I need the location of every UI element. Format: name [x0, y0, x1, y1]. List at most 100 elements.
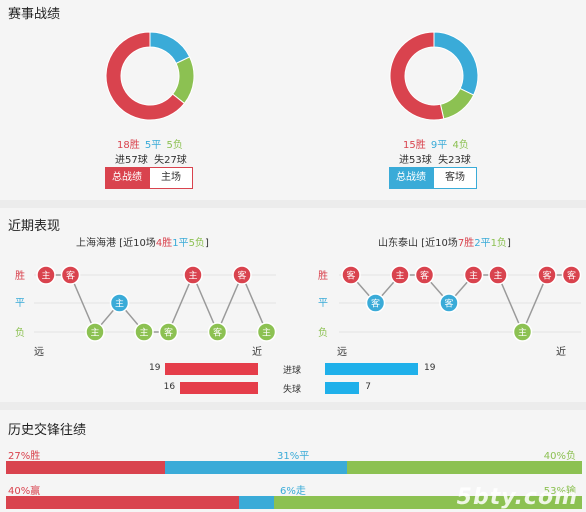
- away-form-venue-label: 客: [542, 270, 551, 282]
- home-recent-team: 上海海港: [76, 238, 116, 249]
- away-form-point: 客: [365, 293, 386, 313]
- home-form-chart: 主客主主主 客主客客主: [34, 265, 277, 342]
- history-win-text: 27%胜: [8, 451, 41, 462]
- home-record-tabs: 总战绩 主场: [105, 167, 193, 189]
- history-panel: 历史交锋往绩 27%胜 31%平 40%负 40%赢 6%走 53%输 5bty…: [0, 410, 586, 512]
- history-loss-text: 40%负: [543, 451, 576, 462]
- away-donut-win-slice: [389, 31, 445, 121]
- away-form-venue-label: 客: [567, 270, 576, 282]
- away-y-win: 胜: [318, 271, 328, 282]
- home-form-line: [46, 273, 268, 334]
- home-y-win: 胜: [15, 271, 25, 282]
- home-form-venue-label: 主: [115, 298, 124, 310]
- away-recent-header: 山东泰山 [近10场7胜2平1负]: [378, 234, 511, 249]
- history-win-bar: [6, 461, 165, 474]
- away-recent-w: 7胜: [457, 238, 475, 249]
- home-recent-l: 5负: [188, 238, 205, 249]
- away-goals-text: 进53球 失23球: [399, 155, 471, 166]
- away-form-point: 主: [512, 322, 533, 342]
- home-form-point: 客: [60, 265, 81, 285]
- home-tab-venue[interactable]: 主场: [149, 167, 193, 189]
- history-draw-bar: [164, 461, 347, 474]
- goals-for-label: 进球: [283, 366, 302, 376]
- home-form-venue-label: 主: [262, 327, 271, 339]
- home-form-point: 客: [232, 265, 252, 285]
- away-form-venue-label: 主: [469, 270, 478, 282]
- away-record-tabs: 总战绩 客场: [389, 167, 477, 189]
- handicap-loss-bar: [273, 496, 582, 509]
- record-title: 赛事战绩: [8, 7, 61, 22]
- home-draw-count: 5平: [144, 140, 162, 151]
- history-draw-text: 31%平: [277, 451, 310, 462]
- home-form-venue-label: 客: [213, 327, 222, 339]
- away-tab-venue[interactable]: 客场: [433, 167, 477, 189]
- away-form-point: 客: [341, 265, 361, 285]
- away-tab-total[interactable]: 总战绩: [389, 167, 433, 189]
- handicap-win-text: 40%赢: [8, 486, 41, 497]
- away-form-point: 客: [439, 293, 459, 313]
- away-far-label: 远: [337, 347, 347, 358]
- away-recent-post: ]: [506, 238, 511, 249]
- home-form-point: 主: [36, 265, 56, 285]
- away-form-point: 主: [390, 265, 410, 285]
- handicap-win-bar: [6, 496, 239, 509]
- home-form-point: 客: [207, 322, 228, 342]
- home-y-draw: 平: [15, 298, 25, 309]
- home-recent-post: ]: [204, 238, 209, 249]
- away-record-counts: 15胜 9平 4负: [403, 136, 469, 151]
- away-recent-team: 山东泰山: [378, 238, 418, 249]
- away-goals-against-value: 7: [365, 382, 371, 392]
- recent-title: 近期表现: [8, 219, 61, 234]
- away-form-line: [350, 274, 572, 334]
- away-y-draw: 平: [318, 298, 328, 309]
- away-goals-for-bar: [325, 363, 418, 375]
- away-recent-l: 1负: [490, 238, 507, 249]
- home-goals-for-value: 19: [149, 363, 161, 373]
- home-near-label: 近: [252, 347, 262, 358]
- away-form-venue-label: 客: [346, 270, 355, 282]
- away-goals-against-bar: [325, 382, 360, 394]
- home-win-count: 18胜: [117, 140, 140, 151]
- away-recent-d: 2平: [474, 238, 491, 249]
- home-form-point: 主: [109, 293, 130, 313]
- away-form-point: 主: [488, 265, 508, 285]
- home-goals-against-value: 16: [163, 382, 176, 392]
- home-form-point: 主: [256, 322, 277, 342]
- home-tab-total[interactable]: 总战绩: [105, 167, 149, 189]
- watermark-logo: 5bty.com: [456, 485, 578, 510]
- home-form-point: 客: [158, 322, 179, 342]
- home-form-venue-label: 主: [41, 270, 50, 282]
- home-form-point: 主: [183, 265, 203, 285]
- home-goals-text: 进57球 失27球: [115, 155, 187, 166]
- home-record-donut: [105, 31, 195, 121]
- away-form-point: 主: [463, 265, 484, 285]
- away-form-point: 客: [561, 265, 582, 285]
- home-record-counts: 18胜 5平 5负: [117, 136, 183, 151]
- home-far-label: 远: [34, 347, 44, 358]
- away-near-label: 近: [556, 347, 566, 358]
- home-goals-against-bar: [179, 382, 258, 394]
- home-donut-draw-slice: [149, 31, 191, 65]
- history-loss-bar: [346, 461, 582, 474]
- handicap-draw-text: 6%走: [280, 486, 306, 497]
- home-form-venue-label: 主: [90, 327, 99, 339]
- away-form-venue-label: 主: [395, 270, 404, 282]
- home-form-venue-label: 主: [188, 270, 197, 282]
- away-form-point: 客: [537, 265, 557, 285]
- away-win-count: 15胜: [403, 140, 426, 151]
- home-recent-pre: [近10场: [116, 238, 156, 249]
- handicap-draw-bar: [238, 496, 274, 509]
- away-form-venue-label: 客: [444, 298, 453, 310]
- away-donut-loss-slice: [439, 87, 475, 120]
- recent-panel: 近期表现 上海海港 [近10场4胜1平5负] 山东泰山 [近10场7胜2平1负]…: [0, 208, 586, 402]
- record-panel: 赛事战绩 18胜 5平 5负 进57球 失27球 总战绩 主场 15胜 9平 4…: [0, 0, 586, 200]
- handicap-loss-text: 53%输: [543, 486, 576, 497]
- home-recent-w: 4胜: [155, 238, 173, 249]
- home-form-venue-label: 主: [139, 327, 148, 339]
- away-draw-count: 9平: [430, 140, 448, 151]
- home-recent-d: 1平: [172, 238, 189, 249]
- home-form-point: 主: [85, 322, 105, 342]
- away-recent-pre: [近10场: [418, 238, 458, 249]
- history-title: 历史交锋往绩: [8, 423, 87, 438]
- away-form-venue-label: 主: [493, 270, 502, 282]
